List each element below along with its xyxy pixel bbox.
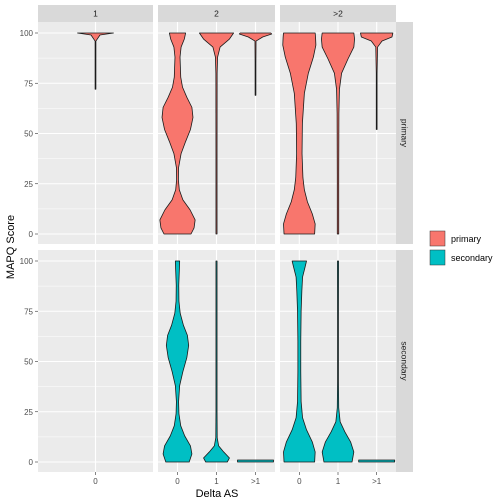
y-axis-title: MAPQ Score xyxy=(5,215,17,279)
y-tick-label: 75 xyxy=(24,307,33,316)
x-tick-label: >1 xyxy=(251,477,261,486)
y-tick-label: 50 xyxy=(24,358,33,367)
y-tick-label: 100 xyxy=(20,29,34,38)
y-tick-label: 0 xyxy=(29,458,34,467)
strip-row-primary xyxy=(396,22,413,244)
y-tick-label: 0 xyxy=(29,230,34,239)
y-tick-label: 75 xyxy=(24,79,33,88)
legend-label-secondary: secondary xyxy=(451,253,493,263)
violin-2-primary-x0 xyxy=(159,32,196,235)
x-axis-title: Delta AS xyxy=(196,488,239,500)
x-tick-label: 0 xyxy=(93,477,98,486)
x-tick-label: 0 xyxy=(175,477,180,486)
strip-row-label: primary xyxy=(400,119,410,148)
strip-col-label: 2 xyxy=(214,9,219,19)
strip-col-label: >2 xyxy=(333,9,343,19)
legend-label-primary: primary xyxy=(451,234,482,244)
y-tick-label: 50 xyxy=(24,130,33,139)
y-tick-label: 100 xyxy=(20,257,34,266)
violin-2-secondary-xgt1 xyxy=(237,459,274,463)
violin-gt2-primary-x0 xyxy=(282,32,317,235)
violin-2-secondary-x1 xyxy=(203,260,230,463)
violin-2-primary-x1 xyxy=(199,32,234,235)
legend-key-primary xyxy=(429,230,446,247)
violin-1-primary-x0 xyxy=(77,32,114,90)
strip-col-1 xyxy=(38,5,153,22)
x-tick-label: 1 xyxy=(336,477,341,486)
violin-2-primary-xgt1 xyxy=(238,32,273,96)
strip-col-label: 1 xyxy=(93,9,98,19)
violin-gt2-secondary-xgt1 xyxy=(358,459,396,463)
violin-gt2-secondary-x1 xyxy=(321,260,355,463)
violin-2-secondary-x0 xyxy=(162,260,193,463)
strip-row-label: secondary xyxy=(400,341,410,381)
violin-gt2-primary-xgt1 xyxy=(360,32,394,130)
y-tick-label: 25 xyxy=(24,180,33,189)
violin-gt2-primary-x1 xyxy=(321,32,355,235)
x-tick-label: 1 xyxy=(214,477,219,486)
x-tick-label: 0 xyxy=(297,477,302,486)
strip-col-2 xyxy=(158,5,275,22)
strip-col-gt2 xyxy=(280,5,396,22)
x-tick-label: >1 xyxy=(372,477,382,486)
violin-gt2-secondary-x0 xyxy=(283,260,316,463)
y-tick-label: 25 xyxy=(24,408,33,417)
strip-row-secondary xyxy=(396,250,413,472)
legend-key-secondary xyxy=(429,249,446,266)
